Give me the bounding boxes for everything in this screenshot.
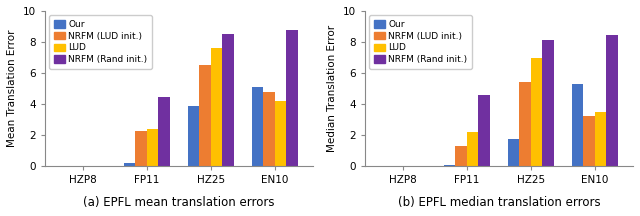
Bar bbox=[456, 146, 467, 166]
Bar bbox=[606, 35, 618, 166]
Bar bbox=[542, 40, 554, 166]
Bar bbox=[263, 92, 275, 166]
Bar bbox=[583, 116, 595, 166]
X-axis label: (a) EPFL mean translation errors: (a) EPFL mean translation errors bbox=[83, 196, 275, 209]
Bar bbox=[136, 131, 147, 166]
Bar bbox=[159, 97, 170, 166]
Bar bbox=[147, 130, 159, 166]
Bar bbox=[275, 101, 286, 166]
Y-axis label: Median Translation Error: Median Translation Error bbox=[327, 25, 337, 152]
Bar bbox=[467, 132, 479, 166]
Bar bbox=[222, 34, 234, 166]
Bar bbox=[479, 95, 490, 166]
Bar bbox=[572, 84, 583, 166]
Bar bbox=[531, 58, 542, 166]
Bar bbox=[519, 82, 531, 166]
Bar bbox=[508, 139, 519, 166]
Bar bbox=[444, 165, 456, 166]
Bar bbox=[199, 65, 211, 166]
Bar bbox=[211, 48, 222, 166]
Bar bbox=[286, 30, 298, 166]
Bar bbox=[124, 162, 136, 166]
Legend: Our, NRFM (LUD init.), LUD, NRFM (Rand init.): Our, NRFM (LUD init.), LUD, NRFM (Rand i… bbox=[369, 16, 472, 69]
Bar bbox=[188, 106, 199, 166]
Legend: Our, NRFM (LUD init.), LUD, NRFM (Rand init.): Our, NRFM (LUD init.), LUD, NRFM (Rand i… bbox=[49, 16, 152, 69]
Bar bbox=[595, 112, 606, 166]
Y-axis label: Mean Translation Error: Mean Translation Error bbox=[7, 30, 17, 147]
Bar bbox=[252, 87, 263, 166]
X-axis label: (b) EPFL median translation errors: (b) EPFL median translation errors bbox=[397, 196, 600, 209]
